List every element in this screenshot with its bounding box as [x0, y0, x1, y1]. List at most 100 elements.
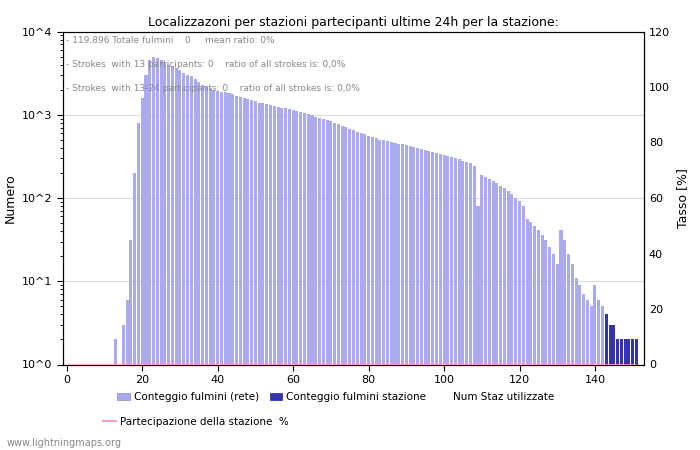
- Bar: [461, 161, 464, 364]
- Bar: [171, 67, 174, 364]
- Bar: [491, 181, 495, 364]
- Bar: [401, 144, 404, 364]
- Text: - 119.896 Totale fulmini    0     mean ratio: 0%: - 119.896 Totale fulmini 0 mean ratio: 0…: [66, 36, 274, 45]
- Bar: [175, 68, 178, 364]
- Bar: [152, 57, 155, 364]
- Bar: [589, 306, 593, 365]
- Bar: [601, 306, 604, 365]
- Bar: [439, 153, 442, 364]
- Bar: [458, 159, 461, 364]
- Bar: [220, 91, 223, 364]
- Bar: [276, 107, 279, 364]
- Bar: [624, 339, 626, 365]
- Bar: [133, 173, 136, 364]
- Bar: [363, 135, 366, 364]
- Bar: [186, 75, 189, 364]
- Bar: [197, 81, 200, 364]
- Bar: [616, 339, 619, 365]
- Bar: [333, 123, 336, 364]
- Bar: [514, 198, 517, 364]
- Bar: [522, 206, 525, 364]
- Bar: [307, 114, 309, 364]
- Bar: [284, 108, 287, 364]
- Bar: [360, 133, 363, 364]
- Bar: [552, 254, 555, 364]
- Bar: [344, 127, 347, 364]
- Bar: [631, 339, 634, 365]
- Bar: [141, 98, 144, 364]
- Title: Localizzazoni per stazioni partecipanti ultime 24h per la stazione:: Localizzazoni per stazioni partecipanti …: [148, 16, 559, 29]
- Bar: [570, 264, 574, 364]
- Bar: [265, 104, 268, 364]
- Text: www.lightningmaps.org: www.lightningmaps.org: [7, 438, 122, 448]
- Bar: [507, 191, 510, 364]
- Bar: [254, 101, 257, 365]
- Bar: [582, 294, 585, 364]
- Bar: [545, 240, 547, 364]
- Bar: [578, 285, 582, 365]
- Bar: [292, 110, 295, 364]
- Bar: [428, 151, 430, 364]
- Bar: [382, 140, 385, 364]
- Bar: [450, 157, 453, 364]
- Bar: [597, 300, 600, 364]
- Bar: [258, 103, 260, 365]
- Bar: [612, 325, 615, 364]
- Bar: [620, 339, 623, 365]
- Bar: [416, 148, 419, 364]
- Bar: [605, 315, 608, 364]
- Bar: [480, 175, 483, 364]
- Legend: Partecipazione della stazione  %: Partecipazione della stazione %: [99, 413, 293, 431]
- Bar: [125, 300, 129, 364]
- Bar: [371, 137, 374, 364]
- Bar: [496, 183, 498, 364]
- Bar: [311, 116, 314, 364]
- Bar: [178, 71, 181, 364]
- Bar: [398, 144, 400, 364]
- Bar: [228, 94, 230, 364]
- Bar: [608, 325, 612, 364]
- Bar: [466, 162, 468, 364]
- Bar: [556, 264, 559, 364]
- Bar: [137, 123, 140, 364]
- Bar: [114, 339, 118, 365]
- Bar: [424, 150, 427, 364]
- Bar: [235, 95, 238, 364]
- Bar: [322, 119, 325, 364]
- Bar: [193, 79, 197, 364]
- Bar: [239, 97, 241, 365]
- Bar: [510, 194, 514, 364]
- Bar: [393, 143, 396, 364]
- Bar: [330, 122, 332, 365]
- Bar: [409, 146, 412, 364]
- Bar: [246, 99, 249, 365]
- Bar: [374, 138, 377, 365]
- Y-axis label: Numero: Numero: [4, 173, 17, 223]
- Bar: [537, 230, 540, 364]
- Bar: [167, 65, 170, 364]
- Bar: [635, 339, 638, 365]
- Bar: [201, 85, 204, 364]
- Bar: [499, 185, 502, 364]
- Bar: [280, 108, 284, 365]
- Bar: [559, 230, 563, 364]
- Bar: [533, 226, 536, 364]
- Bar: [212, 90, 216, 364]
- Bar: [564, 240, 566, 364]
- Bar: [163, 63, 167, 364]
- Bar: [575, 278, 577, 364]
- Bar: [526, 219, 528, 364]
- Bar: [548, 247, 551, 364]
- Bar: [288, 109, 291, 364]
- Bar: [627, 339, 631, 365]
- Bar: [205, 86, 208, 364]
- Bar: [356, 132, 359, 365]
- Bar: [209, 88, 211, 364]
- Bar: [586, 300, 589, 364]
- Bar: [261, 104, 265, 365]
- Bar: [435, 153, 438, 364]
- Bar: [148, 60, 151, 365]
- Bar: [295, 111, 298, 364]
- Bar: [122, 325, 125, 364]
- Bar: [484, 176, 487, 364]
